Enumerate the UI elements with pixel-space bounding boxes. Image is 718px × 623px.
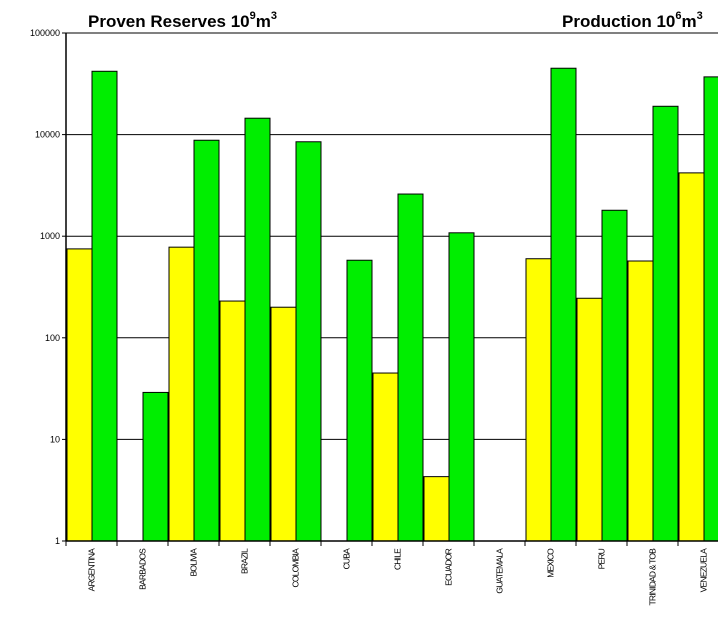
title-left-unit: m bbox=[256, 12, 271, 31]
x-tick-label: COLOMBIA bbox=[291, 548, 301, 588]
bar-reserves bbox=[423, 476, 450, 542]
bar-production bbox=[346, 259, 373, 542]
title-left-text: Proven Reserves 10 bbox=[88, 12, 250, 31]
bar-reserves bbox=[576, 297, 603, 542]
bar-production bbox=[550, 67, 577, 542]
bar-reserves bbox=[678, 172, 705, 542]
y-tick-label: 100 bbox=[45, 333, 60, 343]
chart-title-right: Production 106m3 bbox=[562, 10, 703, 31]
x-tick-label: CHILE bbox=[393, 548, 403, 570]
x-tick-label: CUBA bbox=[342, 548, 352, 570]
x-tick-label: GUATEMALA bbox=[495, 548, 505, 594]
title-right-unit: m bbox=[681, 12, 696, 31]
y-tick-label: 10 bbox=[50, 434, 60, 444]
chart-title-left: Proven Reserves 109m3 bbox=[88, 10, 277, 31]
x-tick-label: VENEZUELA bbox=[699, 548, 709, 592]
x-tick-label: TRINIDAD & TOB bbox=[648, 548, 658, 606]
y-tick-label: 10000 bbox=[35, 130, 60, 140]
x-tick-label: MEXICO bbox=[546, 548, 556, 578]
x-tick-labels: ARGENTINA BARBADOS BOLIVIA BRAZIL COLOMBIA CU… bbox=[87, 548, 709, 606]
title-right-unit-exp: 3 bbox=[697, 10, 703, 22]
bar-production bbox=[601, 209, 628, 542]
y-tick-labels: 1 10 100 1000 10000 100000 bbox=[30, 28, 60, 546]
x-tick-label: BRAZIL bbox=[240, 548, 250, 574]
x-tick-label: BARBADOS bbox=[138, 548, 148, 590]
bar-reserves bbox=[168, 246, 195, 542]
bar-production bbox=[193, 139, 220, 542]
title-right-text: Production 10 bbox=[562, 12, 675, 31]
x-tick-label: BOLIVIA bbox=[189, 548, 199, 577]
title-left-exp: 9 bbox=[250, 10, 256, 22]
x-tick-label: ECUADOR bbox=[444, 548, 454, 586]
axes bbox=[62, 32, 718, 546]
x-tick-label: ARGENTINA bbox=[87, 548, 97, 592]
bar-production bbox=[448, 232, 475, 542]
bar-production bbox=[703, 76, 718, 542]
bar-reserves bbox=[219, 300, 246, 542]
bar-production bbox=[652, 105, 679, 542]
y-tick-label: 100000 bbox=[30, 28, 60, 38]
title-left-unit-exp: 3 bbox=[271, 10, 277, 22]
bar-reserves bbox=[372, 372, 399, 542]
bar-production bbox=[295, 141, 322, 542]
bar-reserves bbox=[627, 260, 654, 542]
title-right-exp: 6 bbox=[675, 10, 681, 22]
bar-reserves bbox=[270, 306, 297, 542]
bar-production bbox=[91, 70, 118, 542]
bar-production bbox=[397, 193, 424, 542]
y-tick-label: 1 bbox=[55, 536, 60, 546]
y-tick-label: 1000 bbox=[40, 231, 60, 241]
x-tick-label: PERU bbox=[597, 548, 607, 569]
bar-reserves bbox=[66, 248, 93, 542]
bar-production bbox=[142, 391, 169, 542]
bar-reserves bbox=[525, 258, 552, 542]
bar-production bbox=[244, 117, 271, 542]
bars bbox=[66, 67, 718, 542]
